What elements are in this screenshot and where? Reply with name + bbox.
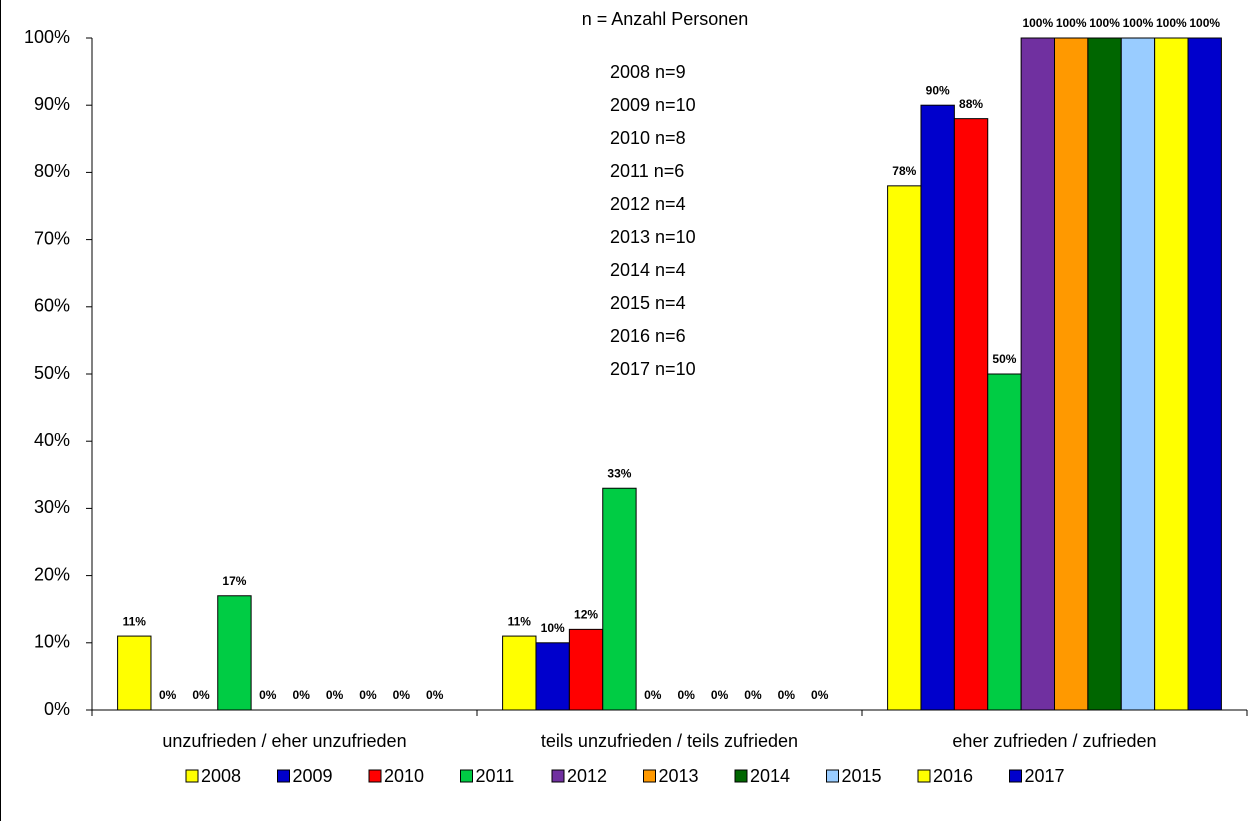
legend-swatch xyxy=(460,769,473,783)
value-label: 0% xyxy=(426,688,444,702)
bar xyxy=(1054,37,1089,711)
bar xyxy=(987,373,1022,711)
legend-label: 2011 xyxy=(476,766,515,786)
annotation: 2010 n=8 xyxy=(610,128,686,148)
value-label: 50% xyxy=(992,352,1016,366)
x-tick-label: teils unzufrieden / teils zufrieden xyxy=(541,731,798,751)
y-tick-label: 70% xyxy=(34,228,70,248)
bar xyxy=(953,118,989,711)
annotation: 2011 n=6 xyxy=(610,161,684,181)
bar xyxy=(1187,37,1222,711)
annotation: 2008 n=9 xyxy=(610,62,686,82)
bar xyxy=(1120,37,1156,711)
y-tick-label: 30% xyxy=(34,497,70,517)
legend-swatch xyxy=(1009,769,1022,783)
bar xyxy=(1154,37,1189,711)
y-tick-label: 50% xyxy=(34,363,70,383)
value-label: 0% xyxy=(359,688,377,702)
y-tick-label: 40% xyxy=(34,430,70,450)
annotation: 2014 n=4 xyxy=(610,260,686,280)
value-label: 0% xyxy=(393,688,411,702)
value-label: 100% xyxy=(1089,16,1120,30)
legend-label: 2015 xyxy=(842,766,882,786)
annotation: 2017 n=10 xyxy=(610,359,696,379)
y-tick-label: 60% xyxy=(34,296,70,316)
value-label: 90% xyxy=(926,83,950,97)
bar xyxy=(887,185,922,711)
value-label: 12% xyxy=(574,608,598,622)
bar xyxy=(217,595,252,711)
legend-swatch xyxy=(277,769,290,783)
annotation: 2012 n=4 xyxy=(610,194,686,214)
y-tick-label: 10% xyxy=(34,632,70,652)
legend-label: 2013 xyxy=(659,766,699,786)
bar xyxy=(1020,37,1055,711)
value-label: 100% xyxy=(1056,16,1087,30)
value-label: 0% xyxy=(678,688,696,702)
value-label: 100% xyxy=(1022,16,1053,30)
value-label: 0% xyxy=(159,688,177,702)
value-label: 100% xyxy=(1189,16,1220,30)
legend-label: 2009 xyxy=(293,766,333,786)
value-label: 0% xyxy=(711,688,729,702)
value-label: 0% xyxy=(778,688,796,702)
annotation: 2013 n=10 xyxy=(610,227,696,247)
bar xyxy=(535,642,570,711)
annotation: 2015 n=4 xyxy=(610,293,686,313)
value-label: 0% xyxy=(744,688,762,702)
value-label: 10% xyxy=(541,621,565,635)
y-tick-label: 20% xyxy=(34,564,70,584)
legend-swatch xyxy=(185,769,199,783)
value-label: 78% xyxy=(892,164,916,178)
y-tick-label: 0% xyxy=(44,699,70,719)
x-tick-label: eher zufrieden / zufrieden xyxy=(952,731,1156,751)
x-tick-label: unzufrieden / eher unzufrieden xyxy=(162,731,406,751)
legend-swatch xyxy=(826,769,839,783)
value-label: 0% xyxy=(259,688,277,702)
annotation: 2009 n=10 xyxy=(610,95,696,115)
legend-swatch xyxy=(734,769,748,783)
value-label: 0% xyxy=(326,688,344,702)
legend-swatch xyxy=(551,769,565,783)
bar xyxy=(502,635,537,711)
bar xyxy=(117,635,152,711)
y-tick-label: 80% xyxy=(34,161,70,181)
bar xyxy=(920,104,955,711)
legend-swatch xyxy=(917,769,931,783)
y-tick-label: 100% xyxy=(24,27,70,47)
y-tick-label: 90% xyxy=(34,94,70,114)
value-label: 0% xyxy=(644,688,662,702)
value-label: 33% xyxy=(607,466,631,480)
value-label: 11% xyxy=(508,614,532,628)
value-label: 100% xyxy=(1123,16,1154,30)
value-label: 17% xyxy=(222,574,246,588)
bar xyxy=(568,628,604,711)
legend-label: 2014 xyxy=(750,766,790,786)
annotation: 2016 n=6 xyxy=(610,326,686,346)
legend-label: 2008 xyxy=(201,766,241,786)
value-label: 0% xyxy=(192,688,210,702)
legend-label: 2017 xyxy=(1025,766,1065,786)
bar xyxy=(602,487,637,711)
legend-label: 2016 xyxy=(933,766,973,786)
legend-label: 2010 xyxy=(384,766,424,786)
value-label: 100% xyxy=(1156,16,1187,30)
legend-label: 2012 xyxy=(567,766,607,786)
annotation: n = Anzahl Personen xyxy=(582,9,749,29)
value-label: 88% xyxy=(959,97,983,111)
value-label: 0% xyxy=(811,688,829,702)
legend-swatch xyxy=(368,769,382,783)
value-label: 11% xyxy=(123,614,147,628)
value-label: 0% xyxy=(293,688,311,702)
bar xyxy=(1087,37,1122,711)
legend-swatch xyxy=(643,769,656,783)
